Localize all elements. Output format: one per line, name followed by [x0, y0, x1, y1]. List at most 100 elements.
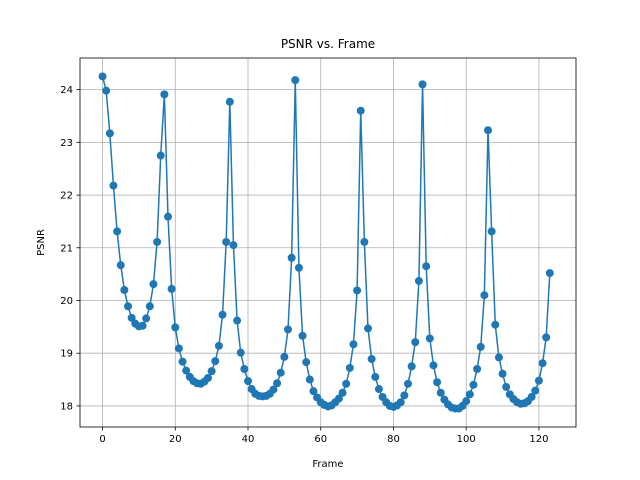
data-point [120, 285, 129, 294]
x-tick-label: 120 [529, 434, 548, 445]
data-point [538, 359, 547, 368]
data-point [465, 390, 474, 399]
data-point [534, 376, 543, 385]
data-point [225, 97, 234, 106]
data-point [480, 291, 489, 300]
grid-lines [80, 58, 576, 427]
data-point [138, 321, 147, 330]
data-point [400, 391, 409, 400]
x-axis-ticks: 0 20 40 60 80 100 120 [99, 427, 548, 445]
x-tick-label: 40 [242, 434, 255, 445]
data-point [542, 333, 551, 342]
data-point [167, 284, 176, 293]
data-point [371, 372, 380, 381]
data-point [484, 126, 492, 135]
data-point [334, 394, 343, 403]
y-tick-label: 21 [60, 243, 73, 254]
data-point [207, 367, 216, 376]
data-point [433, 378, 442, 387]
data-point [204, 373, 212, 382]
data-point [436, 388, 445, 397]
data-point [236, 348, 245, 357]
data-point [356, 106, 365, 115]
data-point [473, 365, 482, 374]
data-point [127, 313, 136, 322]
chart-title: PSNR vs. Frame [281, 37, 375, 51]
data-point [487, 227, 496, 236]
data-point [280, 352, 289, 361]
y-tick-label: 23 [60, 138, 73, 149]
data-point [149, 280, 158, 289]
data-point [302, 358, 311, 367]
y-tick-label: 18 [60, 401, 73, 412]
data-point [364, 324, 372, 333]
data-point [462, 397, 471, 406]
data-point [291, 76, 300, 85]
data-point [105, 129, 114, 138]
data-point [414, 276, 423, 285]
y-axis-ticks: 18 19 20 21 22 23 24 [60, 85, 80, 412]
data-point [338, 388, 347, 397]
data-point [407, 362, 416, 371]
y-tick-label: 20 [60, 296, 73, 307]
data-point [360, 237, 369, 246]
x-tick-label: 100 [457, 434, 476, 445]
x-tick-label: 60 [314, 434, 327, 445]
data-point [276, 368, 285, 377]
data-point [476, 342, 485, 351]
x-tick-label: 20 [169, 434, 182, 445]
data-point [273, 379, 282, 388]
data-point [298, 331, 307, 340]
data-point [229, 241, 238, 250]
data-point [160, 90, 169, 99]
data-point [244, 377, 252, 386]
data-point [502, 382, 511, 391]
data-point [294, 263, 303, 272]
data-point [218, 310, 227, 319]
data-point [342, 379, 351, 388]
data-point [211, 357, 220, 366]
data-point [153, 237, 162, 246]
data-point [287, 253, 296, 262]
data-point [102, 86, 111, 95]
data-point [269, 385, 278, 394]
y-tick-label: 24 [60, 85, 73, 96]
x-axis-label: Frame [312, 459, 343, 470]
data-point [498, 369, 507, 378]
data-point [491, 320, 500, 329]
data-point [367, 355, 376, 363]
data-point [124, 302, 132, 311]
data-point [305, 375, 314, 384]
data-point [469, 380, 478, 389]
data-point [222, 237, 231, 246]
data-point [214, 341, 223, 350]
data-point [404, 379, 412, 388]
data-point [531, 386, 540, 395]
plot-area-frame [79, 57, 577, 428]
data-point [345, 363, 354, 372]
data-point [171, 323, 180, 332]
data-point [116, 261, 125, 270]
data-point [142, 314, 151, 323]
data-point [233, 316, 242, 325]
data-point [545, 269, 554, 278]
data-point [494, 353, 503, 362]
data-point [145, 302, 154, 311]
data-point [527, 392, 536, 401]
data-point [396, 398, 405, 407]
data-point [109, 181, 118, 190]
data-point [425, 334, 434, 343]
x-tick-label: 80 [387, 434, 400, 445]
y-axis-label: PSNR [36, 229, 47, 256]
data-point [164, 212, 172, 221]
data-point [411, 338, 420, 347]
x-tick-label: 0 [99, 434, 105, 445]
data-point [349, 340, 358, 349]
data-point [240, 365, 249, 374]
series-psnr [98, 72, 554, 413]
y-tick-label: 22 [60, 191, 73, 202]
data-point [113, 227, 122, 236]
data-point [374, 385, 383, 394]
